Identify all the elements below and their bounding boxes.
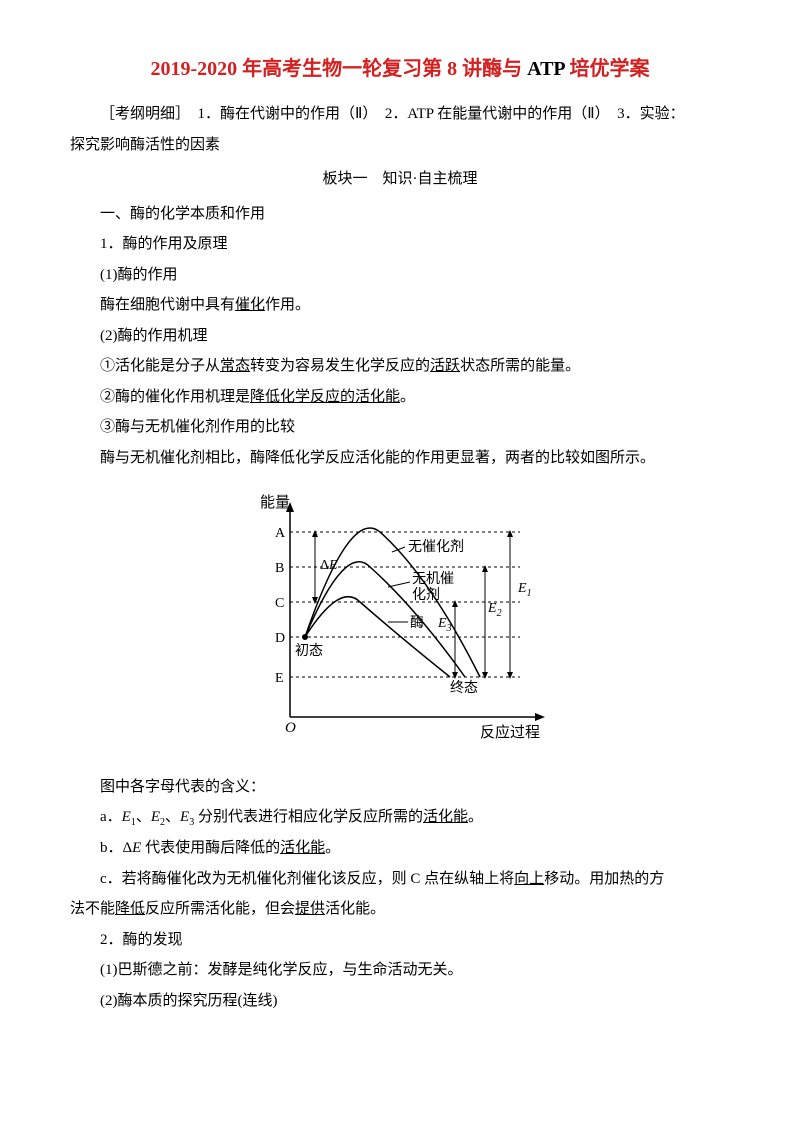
svg-text:C: C bbox=[275, 596, 284, 611]
section-1-2-1: (1)巴斯德之前：发酵是纯化学反应，与生命活动无关。 bbox=[70, 956, 730, 985]
title-part1: 2019-2020 年高考生物一轮复习第 8 讲酶与 bbox=[150, 58, 522, 80]
sep1: 、 bbox=[136, 809, 151, 825]
item-2: ②酶的催化作用机理是降低化学反应的活化能。 bbox=[70, 383, 730, 412]
pre: b．Δ bbox=[100, 840, 132, 856]
svg-text:E3: E3 bbox=[437, 616, 452, 634]
ul: 活化能 bbox=[423, 809, 468, 825]
item-c-line1: c．若将酶催化改为无机催化剂催化该反应，则 C 点在纵轴上将向上移动。用加热的方 bbox=[70, 865, 730, 894]
pre: a． bbox=[100, 809, 122, 825]
item-c-line2: 法不能降低反应所需活化能，但会提供活化能。 bbox=[70, 895, 730, 924]
ul2: 降低 bbox=[115, 901, 145, 917]
curve-label-1: 无催化剂 bbox=[408, 539, 464, 555]
post: 。 bbox=[400, 389, 415, 405]
text-b: 作用。 bbox=[265, 297, 310, 313]
end-label: 终态 bbox=[450, 680, 478, 696]
mid: 代表使用酶后降低的 bbox=[141, 840, 280, 856]
curve-label-3: 酶 bbox=[410, 615, 424, 631]
item-3: ③酶与无机催化剂作用的比较 bbox=[70, 413, 730, 442]
title-part3: 培优学案 bbox=[570, 58, 650, 80]
x-axis-label: 反应过程 bbox=[480, 723, 540, 741]
chart-svg: 能量 反应过程 O A B C D E 初态 终态 无催化剂 无机催 化剂 酶 bbox=[240, 487, 560, 747]
underline-catalysis: 催化 bbox=[235, 297, 265, 313]
curve-label-2a: 无机催 bbox=[412, 571, 454, 587]
e2: E bbox=[151, 809, 160, 825]
svg-text:D: D bbox=[275, 631, 285, 646]
pre: c．若将酶催化改为无机催化剂催化该反应，则 C 点在纵轴上将 bbox=[100, 871, 514, 887]
item-a: a．E1、E2、E3 分别代表进行相应化学反应所需的活化能。 bbox=[70, 803, 730, 832]
item-b: b．ΔE 代表使用酶后降低的活化能。 bbox=[70, 834, 730, 863]
item-1: ①活化能是分子从常态转变为容易发生化学反应的活跃状态所需的能量。 bbox=[70, 352, 730, 381]
mid1: 移动。用加热的方 bbox=[544, 871, 664, 887]
outline-label: ［考纲明细］ bbox=[100, 106, 183, 122]
ul: 活化能 bbox=[280, 840, 325, 856]
svg-text:E1: E1 bbox=[517, 581, 532, 599]
exam-outline-line2: 探究影响酶活性的因素 bbox=[70, 131, 730, 160]
mid: 转变为容易发生化学反应的 bbox=[250, 358, 430, 374]
sep2: 、 bbox=[165, 809, 180, 825]
section-1-1-2: (2)酶的作用机理 bbox=[70, 322, 730, 351]
title-part2: ATP bbox=[522, 58, 569, 80]
outline-text: 1．酶在代谢中的作用（Ⅱ） 2．ATP 在能量代谢中的作用（Ⅱ） 3．实验： bbox=[183, 106, 685, 122]
post: 。 bbox=[468, 809, 483, 825]
post: 。 bbox=[325, 840, 340, 856]
chart-legend-intro: 图中各字母代表的含义： bbox=[70, 773, 730, 802]
section-1-1-1-text: 酶在细胞代谢中具有催化作用。 bbox=[70, 291, 730, 320]
section-header: 板块一 知识·自主梳理 bbox=[70, 165, 730, 194]
pre: ②酶的催化作用机理是 bbox=[100, 389, 250, 405]
document-title: 2019-2020 年高考生物一轮复习第 8 讲酶与 ATP 培优学案 bbox=[70, 50, 730, 88]
svg-text:A: A bbox=[275, 526, 286, 541]
mid2: 反应所需活化能，但会 bbox=[145, 901, 295, 917]
e: E bbox=[132, 840, 141, 856]
e3: E bbox=[180, 809, 189, 825]
exam-outline: ［考纲明细］ 1．酶在代谢中的作用（Ⅱ） 2．ATP 在能量代谢中的作用（Ⅱ） … bbox=[70, 100, 730, 129]
ul3: 提供 bbox=[295, 901, 325, 917]
section-1-2: 2．酶的发现 bbox=[70, 926, 730, 955]
svg-text:B: B bbox=[275, 561, 284, 576]
energy-chart: 能量 反应过程 O A B C D E 初态 终态 无催化剂 无机催 化剂 酶 bbox=[70, 487, 730, 758]
post: 活化能。 bbox=[325, 901, 385, 917]
ul1: 常态 bbox=[220, 358, 250, 374]
pre: ①活化能是分子从 bbox=[100, 358, 220, 374]
e1: E bbox=[122, 809, 131, 825]
svg-text:ΔE: ΔE bbox=[320, 558, 338, 573]
post: 状态所需的能量。 bbox=[460, 358, 580, 374]
section-1-1-1: (1)酶的作用 bbox=[70, 261, 730, 290]
ul2: 活跃 bbox=[430, 358, 460, 374]
section-1-2-2: (2)酶本质的探究历程(连线) bbox=[70, 987, 730, 1016]
section-1-title: 一、酶的化学本质和作用 bbox=[70, 200, 730, 229]
ul: 降低化学反应的活化能 bbox=[250, 389, 400, 405]
pre: 法不能 bbox=[70, 901, 115, 917]
item-3-text: 酶与无机催化剂相比，酶降低化学反应活化能的作用更显著，两者的比较如图所示。 bbox=[70, 444, 730, 473]
svg-text:E2: E2 bbox=[487, 601, 502, 619]
svg-text:O: O bbox=[285, 720, 296, 736]
ul1: 向上 bbox=[514, 871, 544, 887]
svg-text:E: E bbox=[275, 671, 284, 686]
section-1-1: 1．酶的作用及原理 bbox=[70, 230, 730, 259]
y-axis-label: 能量 bbox=[260, 494, 290, 511]
start-label: 初态 bbox=[295, 642, 323, 659]
text-a: 酶在细胞代谢中具有 bbox=[100, 297, 235, 313]
mid: 分别代表进行相应化学反应所需的 bbox=[194, 809, 423, 825]
curve-label-2b: 化剂 bbox=[412, 587, 440, 603]
